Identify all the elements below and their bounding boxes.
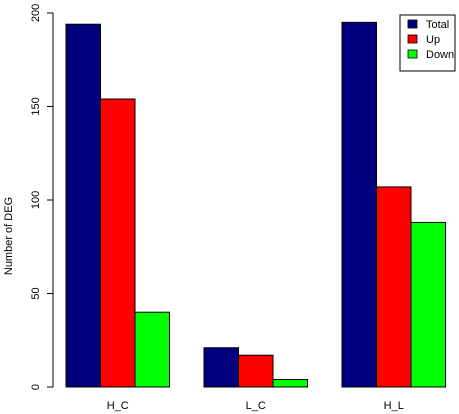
x-category-label: H_L <box>384 400 404 412</box>
x-axis-category-labels: H_C L_C H_L <box>107 400 404 412</box>
legend: Total Up Down <box>399 14 456 72</box>
bar-l-c-down <box>272 379 308 388</box>
y-tick-label: 0 <box>30 384 42 390</box>
y-tick-label: 200 <box>30 4 42 22</box>
legend-label-total: Total <box>426 19 449 31</box>
bar-h-c-up <box>100 98 136 388</box>
y-tick-label: 100 <box>30 191 42 209</box>
bar-h-c-down <box>134 311 170 388</box>
legend-swatch-up <box>407 34 418 44</box>
legend-swatch-total <box>407 19 418 29</box>
y-axis-ticks: 0 50 100 150 200 <box>30 4 53 390</box>
x-category-label: H_C <box>107 400 129 412</box>
y-tick-label: 150 <box>30 97 42 115</box>
x-category-label: L_C <box>246 400 266 412</box>
bar-h-l-total <box>341 21 377 388</box>
bar-h-l-up <box>376 186 412 388</box>
y-tick-label: 50 <box>30 287 42 299</box>
bars-layer <box>65 21 446 388</box>
legend-swatch-down <box>407 49 418 59</box>
bar-h-l-down <box>410 221 446 388</box>
legend-label-up: Up <box>426 34 440 46</box>
y-axis-title: Number of DEG <box>3 197 15 275</box>
bar-h-c-total <box>65 23 101 388</box>
legend-label-down: Down <box>426 49 454 61</box>
bar-l-c-total <box>203 347 239 388</box>
bar-l-c-up <box>238 354 274 388</box>
